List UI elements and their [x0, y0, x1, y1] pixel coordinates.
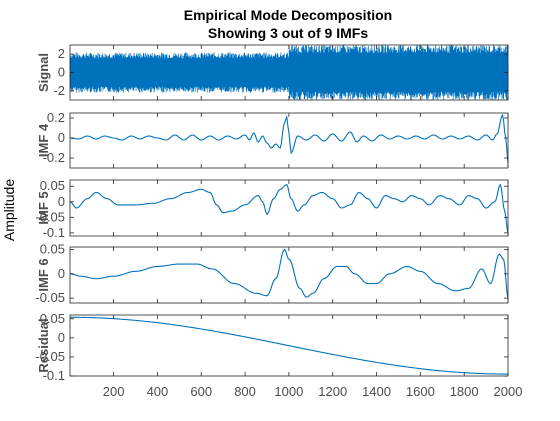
imf-5-panel-label: IMF 5 [36, 191, 51, 224]
imf-5-series-line [69, 183, 509, 233]
xtick-label: 2000 [494, 384, 523, 399]
y-axis-label: Amplitude [1, 179, 17, 241]
xtick-label: 1000 [274, 384, 303, 399]
xtick-label: 400 [147, 384, 169, 399]
imf-5-ytick-label: -0.05 [35, 209, 65, 224]
residual-ytick-label: 0.05 [40, 311, 65, 326]
signal-ytick-label: -2 [53, 83, 65, 98]
residual-ytick-label: 0 [58, 330, 65, 345]
imf-4-ytick-label: 0 [58, 130, 65, 145]
imf-6-ytick-label: -0.05 [35, 290, 65, 305]
imf-5-ytick-label: 0 [58, 194, 65, 209]
imf-4-ytick-label: 0.2 [47, 110, 65, 125]
xtick-label: 1200 [318, 384, 347, 399]
xtick-label: 800 [234, 384, 256, 399]
signal-panel-label: Signal [36, 53, 51, 92]
x-tick-labels: 200 400 600 800 1000 1200 1400 1600 1800 2000 [103, 384, 523, 399]
imf-4-panel-label: IMF 4 [36, 123, 51, 157]
residual-panel-label: Residual [36, 318, 51, 372]
imf-6-panel-label: IMF 6 [36, 258, 51, 291]
chart-subtitle: Showing 3 out of 9 IMFs [208, 25, 368, 41]
signal-ytick-label: 0 [58, 65, 65, 80]
signal-series-line [69, 44, 509, 101]
imf-6-series-line [69, 248, 509, 299]
residual-ytick-label: -0.1 [43, 368, 65, 383]
imf-5-ytick-label: -0.1 [43, 225, 65, 240]
xtick-label: 200 [103, 384, 125, 399]
imf-4-ytick-label: -0.2 [43, 150, 65, 165]
residual-ytick-label: -0.05 [35, 349, 65, 364]
signal-ytick-label: 2 [58, 46, 65, 61]
xtick-label: 600 [190, 384, 212, 399]
xtick-label: 1400 [362, 384, 391, 399]
xtick-label: 1800 [450, 384, 479, 399]
imf-5-ytick-label: 0.05 [40, 178, 65, 193]
imf-6-ytick-label: 0 [58, 266, 65, 281]
xtick-label: 1600 [406, 384, 435, 399]
imf-4-series-line [69, 113, 509, 164]
chart-title: Empirical Mode Decomposition [184, 7, 392, 23]
residual-series-line [70, 316, 508, 375]
imf-6-ytick-label: 0.05 [40, 241, 65, 256]
